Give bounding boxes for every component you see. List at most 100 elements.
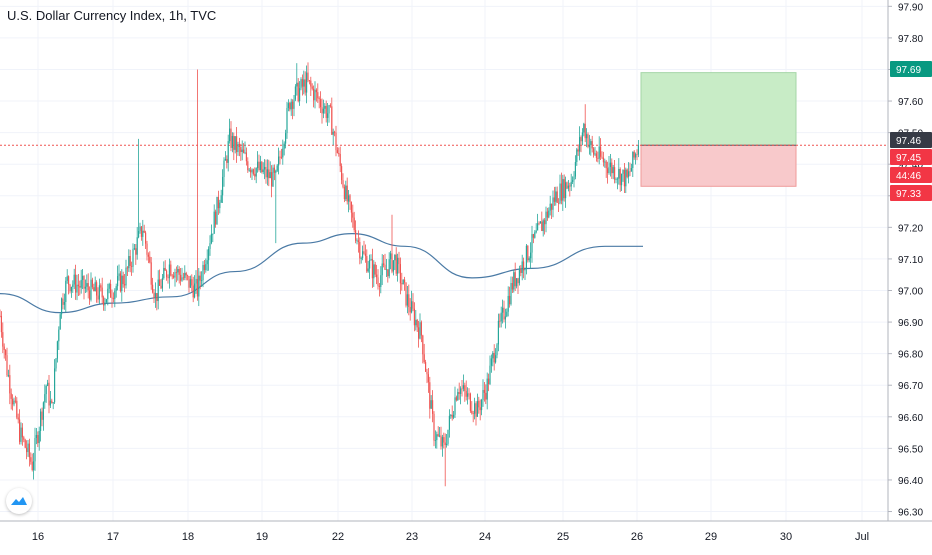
price-tag bbox=[890, 185, 932, 201]
candle-body bbox=[142, 230, 144, 237]
candle-body bbox=[447, 429, 449, 444]
candle-body bbox=[0, 315, 1, 317]
candle-body bbox=[279, 156, 281, 158]
candle-body bbox=[439, 435, 441, 437]
candle-body bbox=[384, 264, 386, 270]
candle-body bbox=[143, 230, 145, 233]
candle-body bbox=[374, 264, 376, 275]
candle-body bbox=[227, 141, 229, 163]
candle-body bbox=[255, 168, 257, 177]
time-axis[interactable]: 16 17 18 19 22 23 24 25 26 29 30 Jul bbox=[0, 520, 932, 550]
candle-body bbox=[511, 283, 513, 290]
candle-body bbox=[40, 411, 42, 431]
price-tag bbox=[890, 167, 932, 183]
candle-body bbox=[118, 273, 120, 277]
candle-body bbox=[69, 284, 71, 292]
candle-body bbox=[213, 211, 215, 234]
candle-body bbox=[150, 262, 152, 285]
candle-body bbox=[117, 276, 119, 287]
candle-body bbox=[13, 400, 15, 405]
candle-body bbox=[265, 166, 267, 178]
candle-body bbox=[479, 407, 481, 411]
candle-body bbox=[625, 169, 627, 187]
candle-body bbox=[455, 397, 457, 401]
candle-body bbox=[600, 146, 602, 157]
candle-body bbox=[205, 264, 207, 271]
candle-body bbox=[490, 358, 492, 366]
candle-body bbox=[594, 153, 596, 155]
tradingview-logo-icon[interactable] bbox=[6, 488, 32, 514]
price-tick-label: 97.60 bbox=[898, 97, 923, 108]
candle-body bbox=[94, 282, 96, 292]
candle-body bbox=[383, 263, 385, 265]
candle-body bbox=[450, 414, 452, 416]
candle-body bbox=[331, 106, 333, 135]
candle-body bbox=[125, 267, 127, 286]
candle-body bbox=[54, 368, 56, 403]
candle-body bbox=[346, 185, 348, 202]
candle-body bbox=[244, 152, 246, 154]
candle-body bbox=[290, 101, 292, 110]
candle-body bbox=[392, 260, 394, 272]
candle-body bbox=[12, 398, 14, 405]
time-label: 23 bbox=[406, 531, 418, 543]
price-axis[interactable]: 97.9097.8097.7097.6097.5097.4097.3097.20… bbox=[887, 0, 932, 550]
candle-body bbox=[593, 148, 595, 155]
candle-body bbox=[300, 79, 302, 89]
candle-body bbox=[262, 169, 264, 173]
candle-body bbox=[503, 307, 505, 320]
candle-body bbox=[528, 258, 530, 261]
candle-body bbox=[415, 319, 417, 326]
candle-body bbox=[553, 197, 555, 202]
candle-body bbox=[75, 274, 77, 293]
candle-body bbox=[0, 315, 2, 333]
candle-body bbox=[317, 92, 319, 99]
candle-body bbox=[632, 151, 634, 169]
candle-body bbox=[52, 402, 54, 404]
candle-body bbox=[146, 243, 148, 255]
candle-body bbox=[160, 285, 162, 289]
candle-body bbox=[604, 161, 606, 163]
candle-body bbox=[14, 400, 16, 402]
candle-body bbox=[24, 439, 26, 448]
candle-body bbox=[251, 169, 253, 173]
candle-body bbox=[124, 284, 126, 286]
candle-body bbox=[443, 437, 445, 443]
candle-body bbox=[153, 292, 155, 299]
candle-body bbox=[6, 355, 8, 376]
candle-body bbox=[286, 107, 288, 134]
moving-average-line bbox=[0, 233, 643, 314]
candle-body bbox=[163, 267, 165, 279]
candle-body bbox=[367, 268, 369, 272]
candle-body bbox=[17, 417, 19, 420]
candle-body bbox=[37, 435, 39, 444]
candle-body bbox=[559, 183, 561, 204]
loss-zone bbox=[640, 144, 797, 187]
candle-body bbox=[23, 437, 25, 440]
candle-body bbox=[385, 269, 387, 271]
candle-body bbox=[70, 286, 72, 292]
candle-body bbox=[31, 461, 33, 470]
candle-body bbox=[418, 327, 420, 339]
candle-body bbox=[531, 234, 533, 253]
candle-body bbox=[492, 352, 494, 359]
price-tick-label: 97.00 bbox=[898, 286, 923, 297]
candle-body bbox=[545, 211, 547, 225]
candle-body bbox=[391, 253, 393, 272]
candle-body bbox=[77, 284, 79, 287]
candle-body bbox=[513, 272, 515, 290]
time-label: 25 bbox=[557, 531, 569, 543]
candle-body bbox=[621, 173, 623, 186]
candle-body bbox=[56, 341, 58, 359]
candle-body bbox=[121, 275, 123, 292]
candle-body bbox=[292, 101, 294, 109]
price-tick-label: 97.80 bbox=[898, 34, 923, 45]
candle-body bbox=[493, 352, 495, 363]
candle-body bbox=[91, 279, 93, 288]
candle-body bbox=[136, 237, 138, 255]
candle-body bbox=[425, 362, 427, 372]
time-axis-bg bbox=[0, 521, 932, 550]
candle-body bbox=[303, 79, 305, 87]
